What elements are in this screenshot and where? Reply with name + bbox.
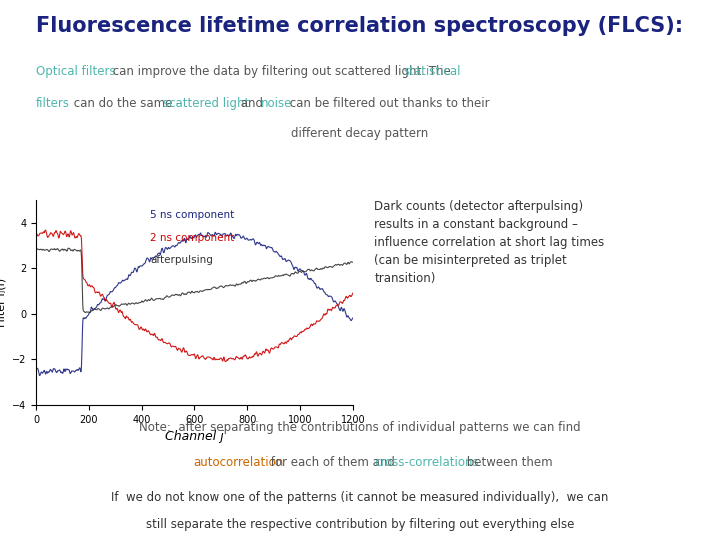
Text: cross-correlations: cross-correlations [374, 456, 480, 469]
Text: noise: noise [261, 97, 292, 110]
Text: 5 ns component: 5 ns component [150, 210, 234, 220]
Text: Note:  after separating the contributions of individual patterns we can find: Note: after separating the contributions… [139, 421, 581, 434]
Y-axis label: Filter fⱼ(i): Filter fⱼ(i) [0, 278, 6, 327]
Text: 2 ns component: 2 ns component [150, 233, 234, 242]
Text: autocorrelation: autocorrelation [194, 456, 284, 469]
Text: can be filtered out thanks to their: can be filtered out thanks to their [286, 97, 490, 110]
Text: between them: between them [463, 456, 552, 469]
Text: If  we do not know one of the patterns (it cannot be measured individually),  we: If we do not know one of the patterns (i… [112, 491, 608, 504]
X-axis label: Channel j: Channel j [165, 430, 224, 443]
Text: still separate the respective contribution by filtering out everything else: still separate the respective contributi… [146, 518, 574, 531]
Text: for each of them and: for each of them and [267, 456, 399, 469]
Text: can improve the data by filtering out scattered light. The: can improve the data by filtering out sc… [109, 65, 455, 78]
Text: afterpulsing: afterpulsing [150, 255, 213, 265]
Text: can do the same –: can do the same – [71, 97, 186, 110]
Text: filters: filters [36, 97, 70, 110]
Text: statistical: statistical [403, 65, 461, 78]
Text: Optical filters: Optical filters [36, 65, 116, 78]
Text: Dark counts (detector afterpulsing)
results in a constant background –
influence: Dark counts (detector afterpulsing) resu… [374, 200, 605, 285]
Text: scattered light: scattered light [163, 97, 250, 110]
Text: Fluorescence lifetime correlation spectroscopy (FLCS):: Fluorescence lifetime correlation spectr… [36, 16, 683, 36]
Text: and: and [237, 97, 266, 110]
Text: different decay pattern: different decay pattern [292, 127, 428, 140]
